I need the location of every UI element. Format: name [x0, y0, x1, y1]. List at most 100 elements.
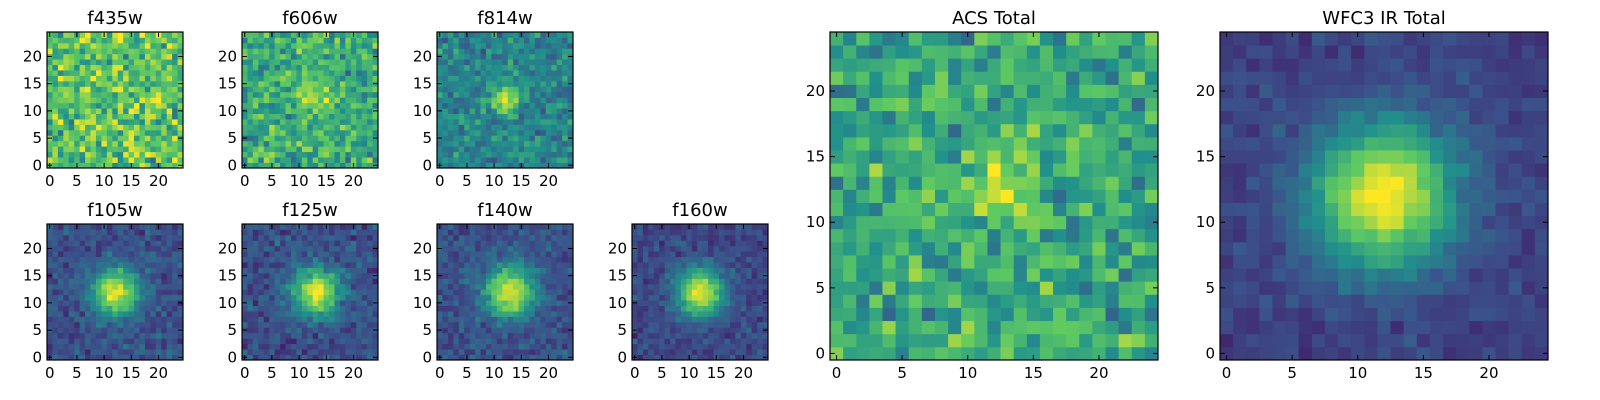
heatmap-cell [323, 129, 330, 136]
heatmap-cell [90, 278, 97, 285]
heatmap-cell [128, 316, 135, 323]
heatmap-cell [144, 338, 151, 345]
heatmap-cell [144, 332, 151, 339]
heatmap-cell [339, 108, 346, 114]
y-tick-label: 5 [227, 321, 237, 339]
heatmap-cell [318, 251, 324, 258]
heatmap-cell [961, 294, 975, 308]
heatmap-cell [447, 75, 454, 82]
heatmap-cell [361, 42, 368, 49]
heatmap-cell [350, 311, 357, 317]
heatmap-cell [112, 32, 119, 38]
heatmap-cell [447, 32, 454, 38]
heatmap-cell [74, 256, 81, 263]
heatmap-cell [57, 70, 64, 76]
heatmap-cell [372, 311, 379, 317]
heatmap-cell [166, 32, 173, 38]
heatmap-cell [74, 327, 81, 334]
heatmap-cell [475, 140, 481, 147]
heatmap-cell [79, 272, 86, 279]
heatmap-cell [686, 240, 693, 247]
heatmap-cell [551, 102, 558, 109]
heatmap-cell [356, 311, 363, 317]
heatmap-cell [496, 262, 503, 268]
heatmap-cell [123, 48, 129, 55]
heatmap-cell [307, 64, 314, 71]
heatmap-cell [632, 343, 638, 350]
heatmap-cell [323, 119, 330, 125]
heatmap-cell [356, 251, 363, 258]
heatmap-cell [150, 113, 157, 120]
heatmap-cell [139, 135, 146, 142]
heatmap-cell [691, 332, 698, 339]
heatmap-cell [57, 75, 64, 82]
heatmap-cell [57, 157, 64, 163]
heatmap-cell [551, 59, 558, 66]
heatmap-cell [540, 283, 547, 290]
heatmap-cell [458, 283, 465, 290]
heatmap-cell [691, 224, 698, 230]
heatmap-cell [345, 294, 352, 301]
heatmap-cell [485, 245, 492, 252]
heatmap-cell [274, 64, 281, 71]
y-tick-label: 10 [218, 102, 237, 120]
heatmap-cell [524, 157, 530, 163]
heatmap-cell [545, 119, 552, 125]
heatmap-cell [529, 349, 536, 355]
heatmap-cell [713, 283, 720, 290]
heatmap-cell [334, 97, 341, 104]
heatmap-cell [762, 278, 769, 285]
heatmap-cell [172, 140, 178, 147]
heatmap-cell [458, 289, 465, 296]
heatmap-cell [475, 32, 481, 38]
heatmap-cell [437, 37, 443, 44]
heatmap-cell [166, 124, 173, 131]
heatmap-cell [675, 332, 682, 339]
heatmap-cell [648, 245, 655, 252]
heatmap-cell [134, 283, 140, 290]
heatmap-cell [686, 289, 693, 296]
heatmap-cell [475, 267, 481, 274]
heatmap-cell [307, 91, 314, 98]
heatmap-cell [329, 300, 335, 306]
heatmap-cell [1000, 163, 1015, 177]
heatmap-cell [496, 64, 503, 71]
heatmap-cell [95, 42, 102, 49]
heatmap-cell [339, 140, 346, 147]
heatmap-cell [453, 146, 460, 153]
heatmap-cell [350, 75, 357, 82]
heatmap-cell [247, 272, 254, 279]
heatmap-cell [74, 251, 81, 258]
heatmap-cell [150, 119, 157, 125]
heatmap-cell [263, 157, 270, 163]
heatmap-cell [85, 59, 91, 66]
heatmap-cell [719, 224, 725, 230]
heatmap-cell [540, 64, 547, 71]
heatmap-cell [856, 163, 870, 177]
heatmap-cell [57, 135, 64, 142]
heatmap-cell [830, 333, 844, 348]
heatmap-cell [524, 162, 530, 169]
heatmap-cell [746, 332, 753, 339]
heatmap-cell [670, 229, 676, 236]
heatmap-cell [301, 102, 308, 109]
heatmap-cell [367, 338, 373, 345]
heatmap-cell [507, 157, 514, 163]
heatmap-cell [323, 102, 330, 109]
heatmap-cell [491, 327, 498, 334]
heatmap-cell [112, 338, 119, 345]
heatmap-cell [134, 146, 140, 153]
heatmap-cell [518, 129, 525, 136]
heatmap-cell [507, 332, 514, 339]
heatmap-cell [312, 80, 319, 87]
heatmap-cell [513, 42, 519, 49]
heatmap-cell [117, 162, 124, 169]
heatmap-cell [52, 59, 59, 66]
heatmap-cell [57, 251, 64, 258]
heatmap-cell [491, 64, 498, 71]
heatmap-cell [307, 146, 314, 153]
heatmap-cell [247, 327, 254, 334]
heatmap-cell [144, 64, 151, 71]
heatmap-cell [464, 151, 471, 158]
heatmap-cell [144, 91, 151, 98]
